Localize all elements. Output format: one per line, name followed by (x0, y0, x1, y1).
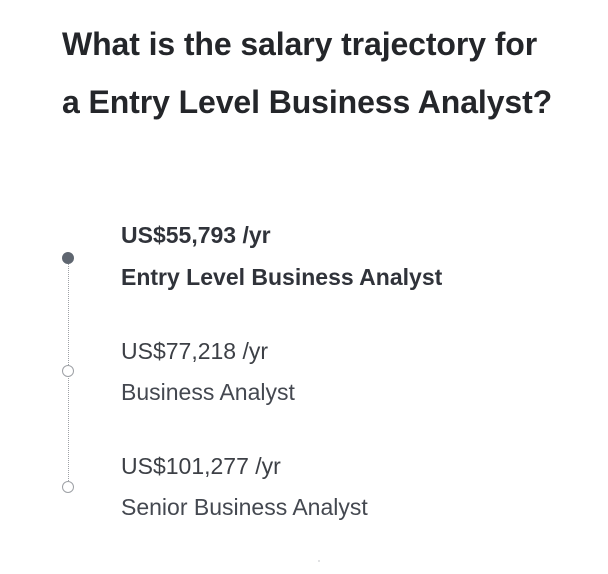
role-title: Senior Business Analyst (121, 494, 368, 520)
faint-dot (318, 560, 320, 562)
current-position-dot-icon (62, 252, 74, 264)
timeline-step-entry-level: US$55,793 /yr Entry Level Business Analy… (0, 218, 608, 308)
career-step-dot-icon (62, 365, 74, 377)
timeline-step-senior-business-analyst: US$101,277 /yr Senior Business Analyst (0, 448, 608, 538)
salary-amount: US$55,793 /yr (121, 222, 271, 248)
salary-trajectory-question: What is the salary trajectory for a Entr… (62, 26, 553, 120)
timeline-step-business-analyst: US$77,218 /yr Business Analyst (0, 333, 608, 423)
role-title: Entry Level Business Analyst (121, 264, 443, 290)
role-title: Business Analyst (121, 379, 295, 405)
salary-amount: US$101,277 /yr (121, 453, 281, 479)
career-step-dot-icon (62, 481, 74, 493)
salary-amount: US$77,218 /yr (121, 338, 269, 364)
